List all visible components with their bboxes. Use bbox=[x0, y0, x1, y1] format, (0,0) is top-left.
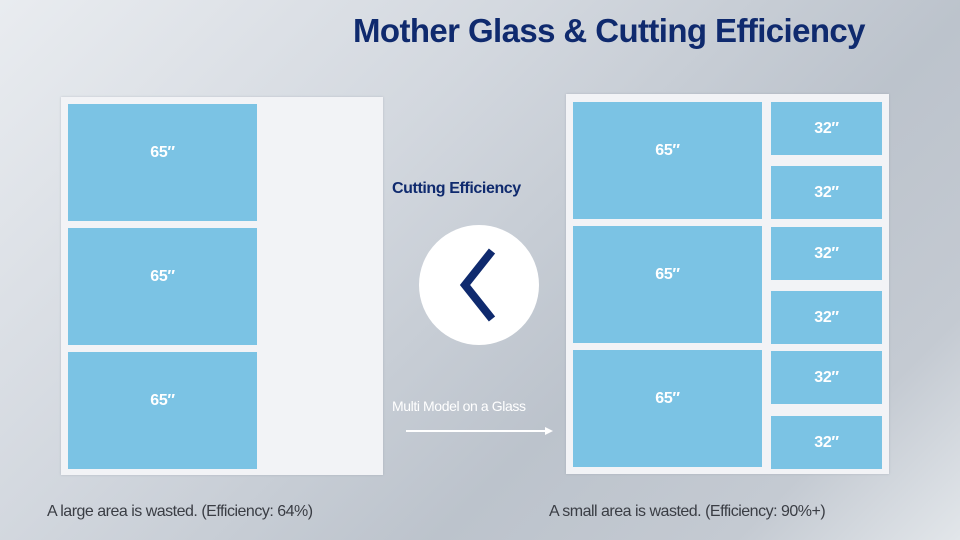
tile-label: 65″ bbox=[150, 267, 175, 285]
tile-32-inch: 32″ bbox=[771, 166, 882, 219]
chevron-left-icon bbox=[459, 248, 496, 322]
page-title: Mother Glass & Cutting Efficiency bbox=[353, 12, 866, 49]
tile-65-inch: 65″ bbox=[68, 228, 257, 345]
tile-32-inch: 32″ bbox=[771, 227, 882, 280]
arrow-right-icon bbox=[406, 427, 553, 435]
tile-32-inch: 32″ bbox=[771, 416, 882, 469]
tile-32-inch: 32″ bbox=[771, 291, 882, 344]
tile-label: 65″ bbox=[150, 143, 175, 161]
tile-label: 32″ bbox=[814, 183, 839, 201]
tile-65-inch: 65″ bbox=[573, 102, 762, 219]
tile-65-inch: 65″ bbox=[573, 350, 762, 467]
tile-label: 65″ bbox=[150, 391, 175, 409]
tile-label: 65″ bbox=[655, 141, 680, 159]
tile-label: 32″ bbox=[814, 244, 839, 262]
tile-32-inch: 32″ bbox=[771, 351, 882, 404]
tile-label: 32″ bbox=[814, 119, 839, 137]
left-efficiency-caption: A large area is wasted. (Efficiency: 64%… bbox=[47, 503, 313, 520]
tile-label: 65″ bbox=[655, 389, 680, 407]
cutting-efficiency-label: Cutting Efficiency bbox=[392, 180, 521, 197]
tile-65-inch: 65″ bbox=[68, 104, 257, 221]
tile-label: 32″ bbox=[814, 308, 839, 326]
tile-label: 65″ bbox=[655, 265, 680, 283]
mother-glass-multi-model: 65″ 65″ 65″ 32″ 32″ 32″ 32″ 32″ 32″ bbox=[566, 94, 889, 474]
comparison-circle bbox=[419, 225, 539, 345]
tile-label: 32″ bbox=[814, 368, 839, 386]
tile-65-inch: 65″ bbox=[68, 352, 257, 469]
right-efficiency-caption: A small area is wasted. (Efficiency: 90%… bbox=[549, 503, 826, 520]
tile-32-inch: 32″ bbox=[771, 102, 882, 155]
tile-65-inch: 65″ bbox=[573, 226, 762, 343]
tile-label: 32″ bbox=[814, 433, 839, 451]
multi-model-label: Multi Model on a Glass bbox=[392, 398, 526, 414]
mother-glass-single-model: 65″ 65″ 65″ bbox=[61, 97, 383, 475]
